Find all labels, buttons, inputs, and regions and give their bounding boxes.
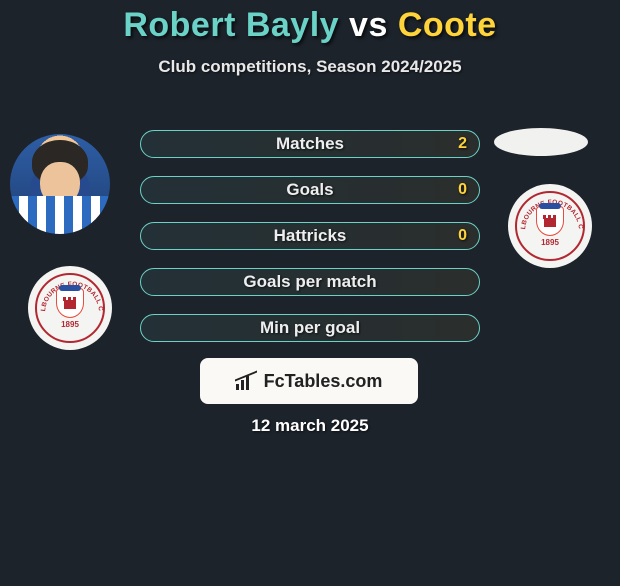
branding-text: FcTables.com bbox=[264, 371, 383, 392]
castle-icon bbox=[543, 215, 557, 227]
stat-label: Hattricks bbox=[274, 226, 347, 246]
stat-label: Goals per match bbox=[243, 272, 376, 292]
club-shield bbox=[56, 288, 84, 318]
player2-club-badge: SHELBOURNE FOOTBALL CLUB 1895 bbox=[508, 184, 592, 268]
stat-row: Goals per match bbox=[140, 268, 480, 296]
stat-row: Min per goal bbox=[140, 314, 480, 342]
stat-row: Goals 0 bbox=[140, 176, 480, 204]
stat-label: Min per goal bbox=[260, 318, 360, 338]
branding-box: FcTables.com bbox=[200, 358, 418, 404]
vs-word: vs bbox=[349, 6, 388, 44]
comparison-title: Robert Bayly vs Coote bbox=[0, 6, 620, 45]
player2-avatar-placeholder bbox=[494, 128, 588, 156]
stat-label: Goals bbox=[286, 180, 333, 200]
player1-name: Robert Bayly bbox=[123, 6, 339, 44]
fctables-logo-icon bbox=[236, 372, 258, 390]
stat-value-right: 0 bbox=[458, 227, 467, 245]
stat-value-right: 2 bbox=[458, 135, 467, 153]
footer-date: 12 march 2025 bbox=[0, 416, 620, 436]
stat-row: Matches 2 bbox=[140, 130, 480, 158]
stats-panel: Matches 2 Goals 0 Hattricks 0 Goals per match M… bbox=[140, 130, 480, 360]
player2-name: Coote bbox=[398, 6, 497, 44]
castle-icon bbox=[63, 297, 77, 309]
club-badge-ring: SHELBOURNE FOOTBALL CLUB 1895 bbox=[515, 191, 585, 261]
player1-club-badge: SHELBOURNE FOOTBALL CLUB 1895 bbox=[28, 266, 112, 350]
subtitle: Club competitions, Season 2024/2025 bbox=[0, 57, 620, 77]
stat-value-right: 0 bbox=[458, 181, 467, 199]
player1-avatar bbox=[10, 134, 110, 234]
club-badge-ring: SHELBOURNE FOOTBALL CLUB 1895 bbox=[35, 273, 105, 343]
avatar-jersey bbox=[10, 196, 110, 234]
club-shield bbox=[536, 206, 564, 236]
stat-label: Matches bbox=[276, 134, 344, 154]
stat-row: Hattricks 0 bbox=[140, 222, 480, 250]
